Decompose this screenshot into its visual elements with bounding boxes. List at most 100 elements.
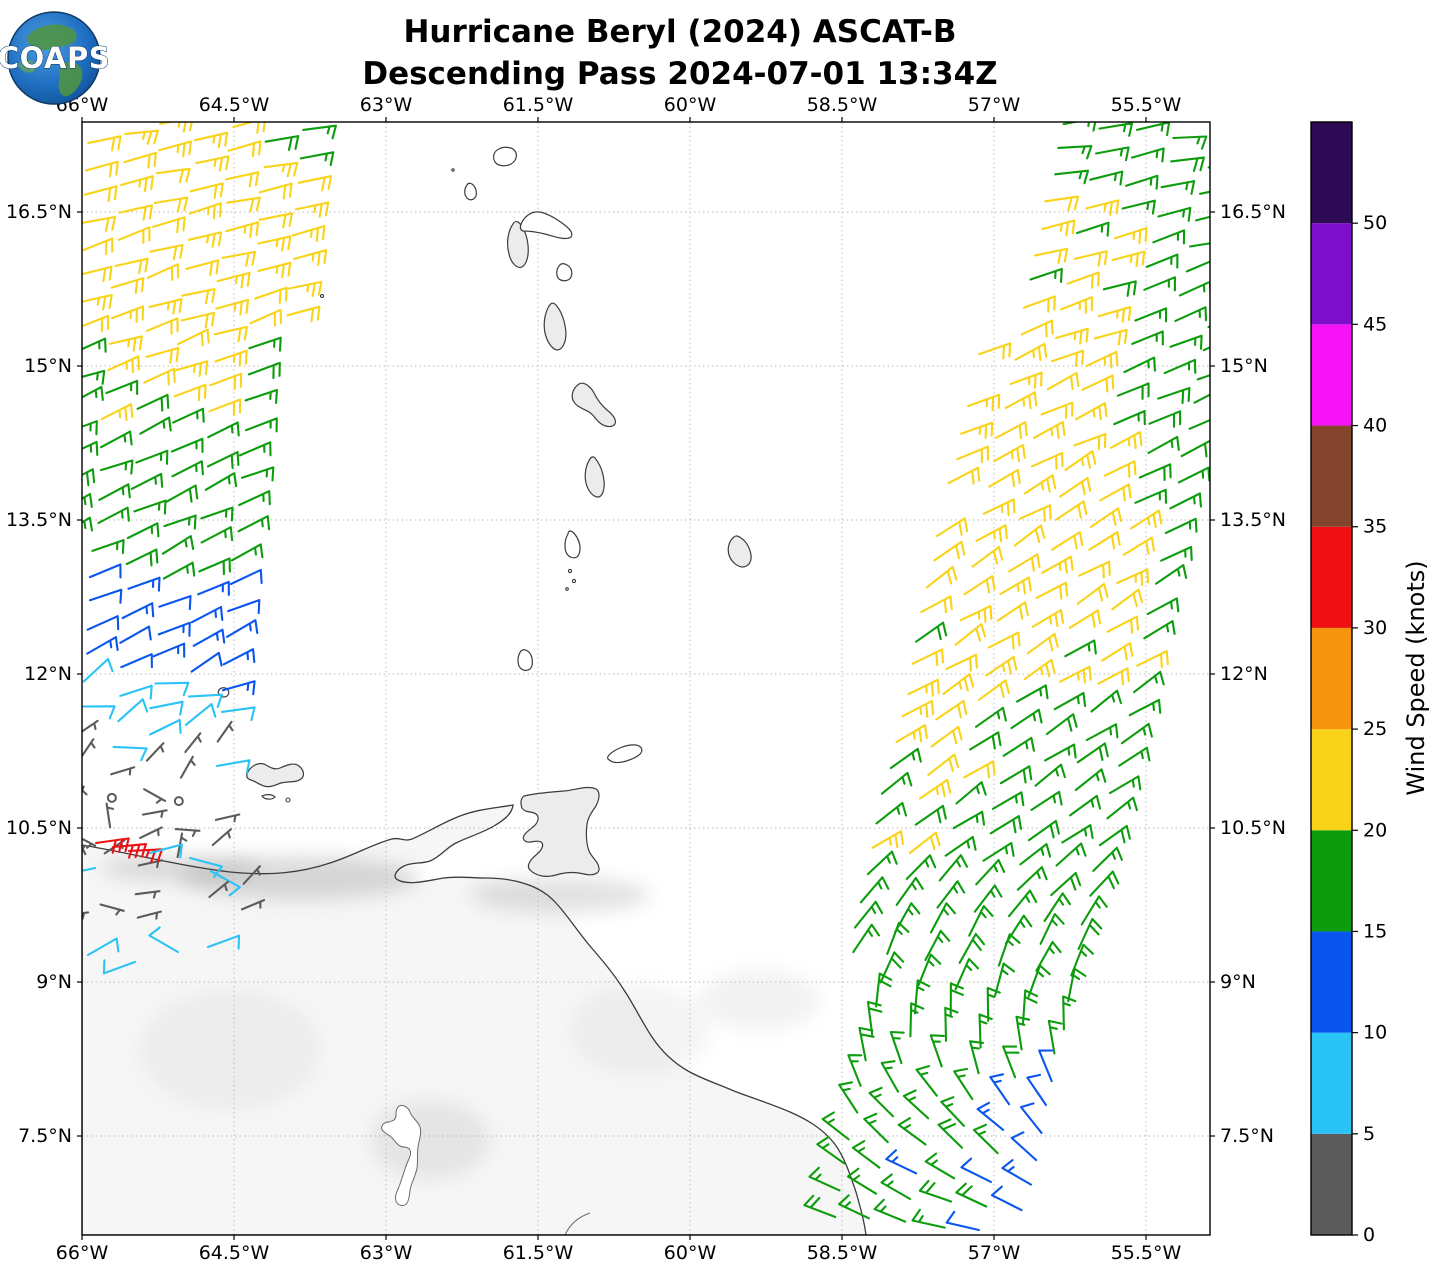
- wind-barb: [853, 900, 884, 929]
- wind-barb: [171, 460, 204, 478]
- logo-south-america: [58, 61, 83, 97]
- wind-barb: [1035, 581, 1069, 600]
- wind-barb: [936, 880, 966, 909]
- island-trinidad: [520, 786, 600, 877]
- wind-barb: [185, 259, 220, 277]
- wind-barb: [297, 175, 333, 192]
- lon-label-bottom: 66°W: [56, 1242, 109, 1264]
- wind-barb: [82, 911, 90, 920]
- wind-barb: [1100, 642, 1134, 662]
- wind-barb: [1180, 439, 1210, 458]
- wind-barb: [914, 804, 947, 826]
- guri-reservoir: [381, 1104, 422, 1206]
- wind-barb: [1033, 247, 1069, 264]
- wind-barb: [100, 403, 134, 422]
- wind-barb: [1013, 524, 1046, 547]
- logo-land-patch: [18, 59, 37, 73]
- wind-barb: [933, 540, 966, 562]
- wind-barb: [1060, 296, 1093, 314]
- wind-barb: [1102, 280, 1137, 297]
- wind-barb: [1041, 219, 1076, 237]
- wind-barb: [1004, 391, 1038, 410]
- wind-barb: [1093, 328, 1128, 346]
- wind-barb: [1045, 713, 1078, 736]
- wind-barb: [149, 718, 182, 736]
- wind-barb: [149, 700, 184, 716]
- lat-label-left: 15°N: [24, 355, 72, 377]
- lon-label-bottom: 58.5°W: [807, 1242, 878, 1264]
- wind-barb: [1030, 452, 1064, 470]
- wind-barb: [82, 215, 117, 232]
- wind-barb: [1081, 374, 1115, 393]
- wind-barb: [146, 263, 180, 282]
- terrain-shading: [570, 985, 710, 1075]
- wind-barb: [1022, 295, 1056, 313]
- calm-wind-circle: [173, 796, 184, 807]
- wind-barb: [126, 522, 160, 540]
- wind-barb: [1053, 692, 1087, 711]
- wind-barb: [1199, 190, 1210, 195]
- wind-barb: [1130, 509, 1163, 530]
- wind-barb: [82, 369, 106, 385]
- wind-barb: [1193, 393, 1210, 404]
- wind-barb: [953, 1067, 974, 1101]
- wind-barb: [257, 261, 292, 279]
- wind-barb: [996, 601, 1029, 622]
- wind-barb: [215, 298, 250, 316]
- wind-barb: [88, 588, 123, 604]
- island-grenada: [517, 649, 533, 672]
- wind-barb: [1008, 889, 1038, 918]
- wind-barb: [195, 155, 230, 172]
- lon-label-bottom: 61.5°W: [503, 1242, 574, 1264]
- wind-barb: [237, 515, 271, 533]
- island-tobago: [607, 744, 643, 764]
- wind-barb: [240, 466, 275, 482]
- wind-barb: [1128, 698, 1162, 717]
- wind-barb: [935, 699, 968, 721]
- wind-barb: [181, 288, 216, 305]
- wind-barb: [118, 204, 154, 221]
- wind-barb: [1136, 650, 1169, 669]
- wind-barb: [291, 225, 326, 242]
- wind-barb: [117, 226, 151, 244]
- wind-barb: [1055, 500, 1088, 521]
- map-border: [81, 121, 1211, 1236]
- logo-text: COAPS: [0, 41, 110, 75]
- wind-barb: [161, 535, 195, 555]
- wind-barb: [110, 766, 136, 776]
- figure-title-line1: Hurricane Beryl (2024) ASCAT-B: [403, 14, 956, 50]
- coastline-layer: [82, 146, 867, 1235]
- lat-label-left: 12°N: [24, 663, 72, 685]
- wind-barb: [1209, 138, 1210, 141]
- wind-barb: [248, 336, 282, 352]
- wind-barb: [960, 421, 994, 439]
- wind-barb: [975, 859, 1006, 886]
- wind-barb: [1118, 746, 1151, 767]
- wind-barb: [1027, 819, 1060, 842]
- wind-barb: [1026, 1073, 1048, 1107]
- wind-barb: [905, 854, 937, 880]
- wind-barb: [944, 835, 977, 857]
- colorbar-tick-label: 20: [1363, 819, 1387, 841]
- colorbar-border: [1310, 121, 1353, 1236]
- colorbar-segment-35-40: [1311, 425, 1352, 527]
- lon-label-bottom: 60°W: [664, 1242, 717, 1264]
- wind-barb: [880, 1060, 900, 1093]
- wind-barb: [1185, 260, 1210, 273]
- wind-barb: [1163, 358, 1197, 375]
- wind-barb: [119, 175, 154, 192]
- wind-barb: [187, 231, 223, 248]
- wind-barb: [121, 602, 155, 620]
- wind-barb: [1085, 350, 1119, 369]
- wind-barb: [86, 636, 119, 655]
- wind-barb: [838, 1081, 859, 1114]
- wind-barb: [216, 720, 234, 743]
- wind-barb: [967, 393, 1001, 412]
- wind-barb: [971, 545, 1004, 568]
- wind-barb: [1138, 463, 1172, 482]
- wind-barb: [1059, 665, 1092, 684]
- island-barbados: [727, 535, 752, 568]
- wind-barb: [1077, 917, 1103, 951]
- wind-barb: [1080, 895, 1108, 926]
- wind-barb: [87, 135, 122, 152]
